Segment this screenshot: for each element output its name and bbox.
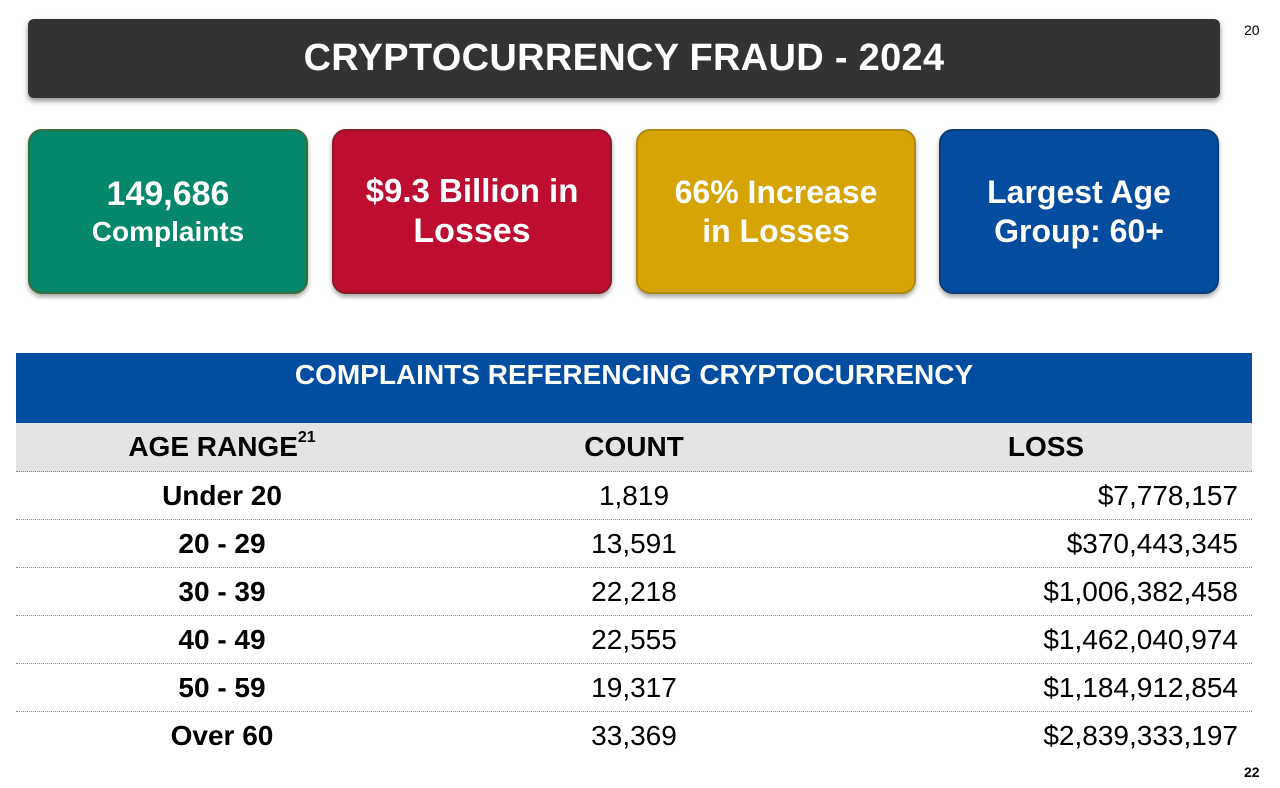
cell-count: 33,369	[591, 719, 677, 751]
stat-card-losses: $9.3 Billion in Losses	[332, 129, 612, 294]
cell-count: 19,317	[591, 671, 677, 703]
stat-card-line1: Largest Age	[987, 174, 1171, 211]
stat-cards: 149,686 Complaints $9.3 Billion in Losse…	[28, 129, 1221, 294]
table-row: Under 20 1,819 $7,778,157	[16, 472, 1252, 520]
table-header-row: AGE RANGE21 COUNT LOSS	[16, 423, 1252, 472]
page-title: CRYPTOCURRENCY FRAUD - 2024	[303, 37, 945, 79]
table-row: 30 - 39 22,218 $1,006,382,458	[16, 568, 1252, 616]
stat-card-line1: 66% Increase	[674, 174, 878, 211]
table-row: Over 60 33,369 $2,839,333,197	[16, 712, 1252, 759]
cell-loss: $1,006,382,458	[1043, 575, 1238, 607]
cell-loss: $1,462,040,974	[1043, 623, 1238, 655]
cell-age: Under 20	[162, 479, 282, 511]
stat-card-line2: Group: 60+	[994, 212, 1164, 249]
stat-card-line1: $9.3 Billion in	[365, 172, 579, 210]
cell-loss: $2,839,333,197	[1043, 719, 1238, 751]
cell-age: 40 - 49	[178, 623, 266, 655]
crypto-complaints-table: COMPLAINTS REFERENCING CRYPTOCURRENCY AG…	[16, 353, 1252, 759]
cell-age: 30 - 39	[178, 575, 266, 607]
stat-card-line1: 149,686	[106, 175, 230, 214]
stat-card-line2: in Losses	[702, 212, 850, 249]
stat-card-age-group: Largest Age Group: 60+	[939, 129, 1219, 294]
cell-loss: $1,184,912,854	[1043, 671, 1238, 703]
stat-card-complaints: 149,686 Complaints	[28, 129, 308, 294]
cell-loss: $7,778,157	[1097, 479, 1238, 511]
cell-count: 22,218	[591, 575, 677, 607]
cell-age: Over 60	[170, 719, 274, 751]
header-count: COUNT	[584, 431, 684, 462]
header-age-range: AGE RANGE21	[16, 429, 428, 463]
header-age-label: AGE RANGE	[128, 431, 298, 462]
header-loss: LOSS	[1007, 431, 1085, 462]
stat-card-line2: Losses	[413, 211, 531, 250]
page-number: 22	[1244, 764, 1260, 780]
cell-loss: $370,443,345	[1066, 527, 1238, 559]
stat-card-increase: 66% Increase in Losses	[636, 129, 916, 294]
table-title: COMPLAINTS REFERENCING CRYPTOCURRENCY	[16, 353, 1252, 423]
table-row: 20 - 29 13,591 $370,443,345	[16, 520, 1252, 568]
title-footnote: 20	[1244, 22, 1260, 38]
cell-age: 20 - 29	[178, 527, 266, 559]
table-row: 40 - 49 22,555 $1,462,040,974	[16, 616, 1252, 664]
stat-card-line2: Complaints	[91, 216, 245, 248]
age-footnote: 21	[297, 429, 316, 446]
title-bar: CRYPTOCURRENCY FRAUD - 2024	[28, 19, 1220, 98]
cell-count: 1,819	[598, 479, 670, 511]
cell-count: 13,591	[591, 527, 677, 559]
cell-age: 50 - 59	[178, 671, 266, 703]
cell-count: 22,555	[591, 623, 677, 655]
table-row: 50 - 59 19,317 $1,184,912,854	[16, 664, 1252, 712]
